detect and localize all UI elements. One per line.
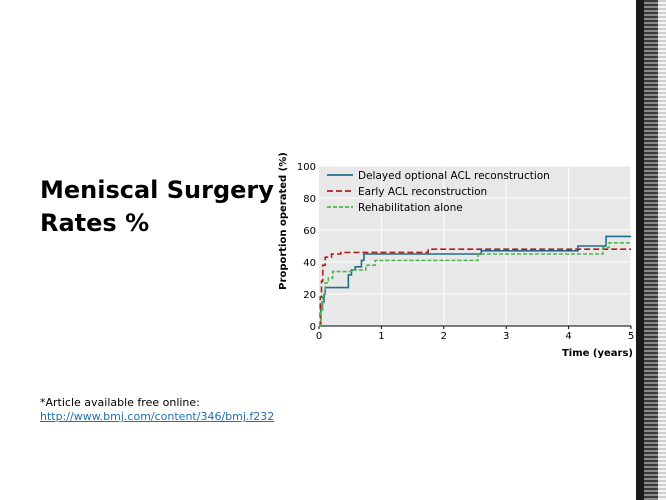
legend: Delayed optional ACL reconstruction Early… [327,170,550,214]
legend-label: Delayed optional ACL reconstruction [358,170,550,182]
series-line-2 [319,248,631,327]
axes: 0 20 40 60 80 100 0 1 2 3 4 5 [297,162,634,342]
y-tick-label: 40 [303,258,316,269]
footnote-text: *Article available free online: [40,396,200,409]
article-link[interactable]: http://www.bmj.com/content/346/bmj.f232 [40,410,275,423]
footnote: *Article available free online: http://w… [40,396,274,424]
legend-label: Early ACL reconstruction [358,186,487,198]
plot-background [319,166,631,326]
y-tick-label: 0 [310,322,316,333]
series-line-1 [319,235,631,327]
x-tick-label: 1 [378,331,384,342]
series-line-3 [319,242,631,327]
edge-light-band [658,0,666,500]
x-tick-label: 4 [565,331,571,342]
y-axis-label: Proportion operated (%) [278,152,289,290]
series-layer [319,235,631,327]
edge-dark-band [636,0,644,500]
slide-edge-decoration [636,0,666,500]
y-tick-label: 80 [303,194,316,205]
legend-label: Rehabilitation alone [358,202,463,214]
y-tick-label: 60 [303,226,316,237]
grid-lines [319,165,632,326]
slide-title: Meniscal Surgery Rates % [40,176,274,237]
x-tick-label: 5 [628,331,634,342]
y-tick-label: 100 [297,162,316,173]
y-tick-label: 20 [303,290,316,301]
x-tick-label: 3 [503,331,509,342]
x-tick-label: 2 [441,331,447,342]
x-tick-label: 0 [316,331,322,342]
x-axis-label: Time (years) [562,348,633,359]
